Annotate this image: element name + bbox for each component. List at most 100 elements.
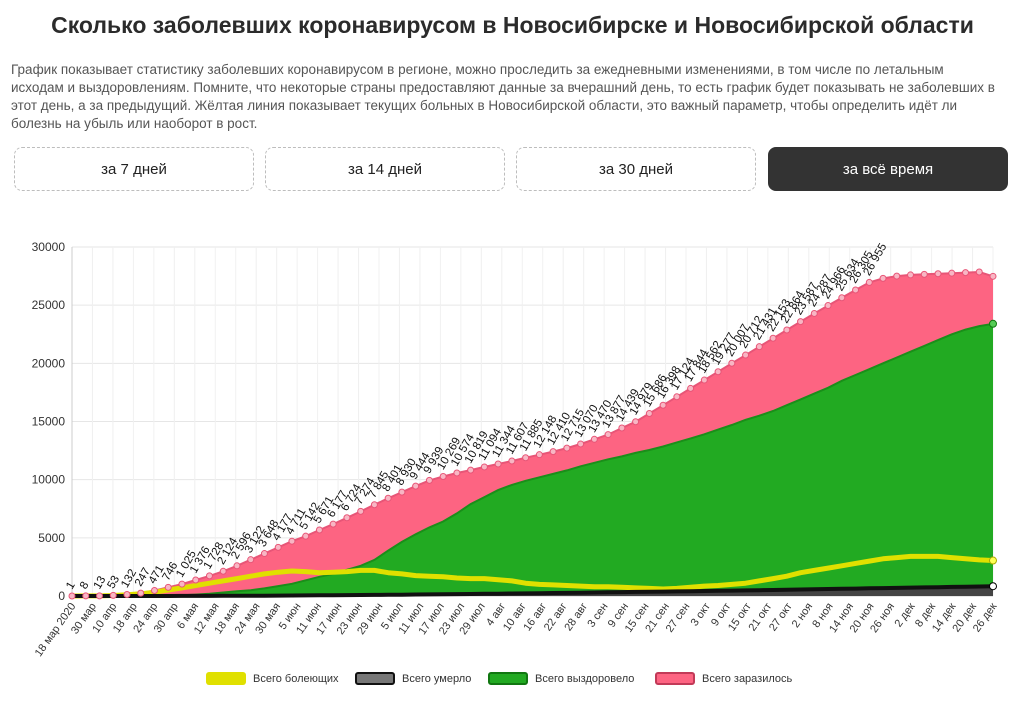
point-infected-18: [315, 526, 323, 534]
point-infected-17: [302, 532, 310, 540]
point-infected-61: [907, 271, 915, 279]
legend-label-infected: Всего заразилось: [702, 672, 793, 685]
point-infected-7: [164, 583, 172, 591]
y-tick-label-10000: 10000: [32, 473, 66, 487]
point-active-end: [989, 556, 997, 565]
data-label-3: 53: [105, 574, 122, 591]
point-infected-10: [205, 572, 213, 580]
point-infected-9: [192, 576, 200, 584]
point-infected-66: [975, 268, 983, 276]
legend-swatch-recovered: [488, 672, 528, 685]
point-infected-47: [714, 368, 722, 376]
chart-lines: [68, 268, 997, 600]
point-infected-23: [384, 494, 392, 502]
x-tick-label-26: 3 сен: [585, 601, 610, 630]
point-infected-60: [893, 272, 901, 280]
point-deaths-end: [989, 582, 997, 591]
point-infected-28: [453, 469, 461, 477]
legend-item-infected[interactable]: Всего заразилось: [655, 672, 792, 685]
point-infected-67: [989, 272, 997, 280]
point-infected-65: [962, 269, 970, 277]
point-infected-45: [687, 384, 695, 392]
point-infected-54: [810, 309, 818, 317]
covid-chart: 0 5000 10000 15000 20000 25000 30000 18 мар 20…: [32, 240, 1000, 659]
point-infected-31: [494, 460, 502, 468]
point-infected-26: [425, 476, 433, 484]
y-tick-label-20000: 20000: [32, 356, 66, 370]
y-tick-label-25000: 25000: [32, 298, 66, 312]
point-infected-19: [329, 520, 337, 528]
point-infected-50: [755, 343, 763, 351]
point-infected-62: [920, 270, 928, 278]
tab-30-days[interactable]: за 30 дней: [516, 147, 756, 191]
point-infected-40: [618, 424, 626, 432]
point-infected-43: [659, 401, 667, 409]
point-infected-22: [370, 501, 378, 509]
point-infected-0: [68, 592, 76, 600]
point-infected-3: [109, 591, 117, 599]
point-infected-4: [123, 590, 131, 598]
point-infected-36: [563, 444, 571, 452]
legend-swatch-infected: [655, 672, 695, 685]
point-infected-57: [852, 286, 860, 294]
y-axis: 0 5000 10000 15000 20000 25000 30000: [32, 240, 66, 603]
point-infected-32: [508, 457, 516, 465]
area-recovered: [72, 323, 993, 596]
y-tick-label-30000: 30000: [32, 240, 66, 254]
point-infected-1: [82, 592, 90, 600]
legend-item-deaths[interactable]: Всего умерло: [355, 672, 471, 685]
point-infected-30: [480, 463, 488, 471]
point-infected-6: [150, 587, 158, 595]
point-infected-63: [934, 270, 942, 278]
point-infected-55: [824, 302, 832, 310]
point-infected-25: [412, 482, 420, 490]
point-infected-51: [769, 334, 777, 342]
point-infected-2: [95, 592, 103, 600]
data-label-2: 13: [92, 574, 109, 591]
point-infected-46: [700, 376, 708, 384]
point-infected-44: [673, 393, 681, 401]
tab-all-time[interactable]: за всё время: [768, 147, 1008, 191]
point-infected-48: [728, 359, 736, 367]
legend-item-active[interactable]: Всего болеющих: [206, 672, 339, 685]
period-tabs: за 7 дней за 14 дней за 30 дней за всё в…: [14, 147, 1009, 193]
legend-swatch-active: [206, 672, 246, 685]
chart-areas: [72, 272, 993, 596]
y-tick-label-15000: 15000: [32, 415, 66, 429]
y-tick-label-0: 0: [58, 589, 65, 603]
point-infected-59: [879, 274, 887, 282]
legend-item-recovered[interactable]: Всего выздоровело: [488, 672, 634, 685]
point-infected-42: [645, 410, 653, 418]
legend-label-recovered: Всего выздоровело: [535, 672, 635, 685]
chart-legend: Всего болеющих Всего умерло Всего выздор…: [0, 672, 1025, 692]
point-infected-16: [288, 537, 296, 545]
point-infected-37: [577, 440, 585, 448]
tab-7-days[interactable]: за 7 дней: [14, 147, 254, 191]
point-infected-35: [549, 448, 557, 456]
point-infected-49: [742, 351, 750, 359]
point-infected-27: [439, 473, 447, 481]
point-infected-29: [467, 466, 475, 474]
data-label-1: 8: [78, 580, 92, 592]
legend-swatch-deaths: [355, 672, 395, 685]
tab-14-days[interactable]: за 14 дней: [265, 147, 505, 191]
y-tick-label-5000: 5000: [38, 531, 65, 545]
point-infected-58: [865, 278, 873, 286]
point-infected-56: [838, 294, 846, 302]
point-recovered-end: [989, 319, 997, 328]
point-infected-39: [604, 431, 612, 439]
data-label-0: 1: [64, 580, 78, 592]
legend-label-active: Всего болеющих: [253, 672, 339, 685]
point-infected-14: [260, 550, 268, 558]
page-title: Сколько заболевших коронавирусом в Новос…: [51, 12, 974, 38]
x-tick-label-41: 2 дек: [893, 601, 918, 630]
area-deaths: [72, 586, 993, 596]
point-infected-53: [797, 318, 805, 326]
point-infected-20: [343, 514, 351, 522]
point-infected-15: [274, 543, 282, 551]
point-infected-5: [137, 589, 145, 597]
point-infected-41: [632, 418, 640, 426]
point-infected-11: [219, 567, 227, 575]
line-recovered: [72, 322, 994, 597]
